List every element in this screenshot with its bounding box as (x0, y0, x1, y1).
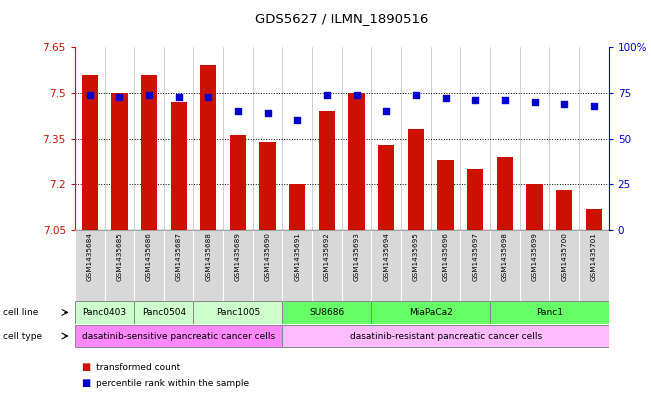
Text: Panc0504: Panc0504 (142, 308, 186, 317)
Bar (319, 111, 335, 230)
Point (233, 108, 243, 114)
Point (173, 94, 184, 100)
Text: MiaPaCa2: MiaPaCa2 (409, 308, 452, 317)
Text: cell type: cell type (3, 332, 42, 340)
Text: GSM1435694: GSM1435694 (383, 232, 389, 281)
Text: GSM1435688: GSM1435688 (205, 232, 212, 281)
Point (352, 92, 362, 98)
Point (292, 117, 303, 123)
Point (500, 97, 510, 103)
Text: GDS5627 / ILMN_1890516: GDS5627 / ILMN_1890516 (255, 12, 428, 25)
Bar (75, 301, 134, 324)
Bar (467, 169, 484, 230)
Point (470, 97, 480, 103)
Text: cell line: cell line (3, 308, 38, 317)
Text: Panc0403: Panc0403 (83, 308, 126, 317)
Bar (556, 190, 572, 230)
Point (203, 94, 214, 100)
Text: GSM1435695: GSM1435695 (413, 232, 419, 281)
Bar (378, 145, 395, 230)
Bar (408, 129, 424, 230)
Text: GSM1435689: GSM1435689 (235, 232, 241, 281)
Text: GSM1435699: GSM1435699 (532, 232, 538, 281)
Bar (283, 301, 372, 324)
Bar (111, 93, 128, 230)
Bar (193, 301, 283, 324)
Point (381, 108, 391, 114)
Bar (134, 301, 193, 324)
Bar (348, 93, 365, 230)
Bar (75, 325, 283, 347)
Text: ■: ■ (81, 362, 90, 373)
Bar (497, 157, 513, 230)
Text: GSM1435701: GSM1435701 (591, 232, 597, 281)
Text: GSM1435685: GSM1435685 (117, 232, 122, 281)
Point (559, 101, 570, 107)
Text: Panc1005: Panc1005 (216, 308, 260, 317)
Bar (437, 160, 454, 230)
Bar (200, 66, 217, 230)
Bar (289, 184, 305, 230)
Bar (490, 301, 609, 324)
Point (440, 95, 450, 101)
Text: GSM1435691: GSM1435691 (294, 232, 300, 281)
Text: GSM1435692: GSM1435692 (324, 232, 330, 281)
Point (529, 99, 540, 105)
Text: GSM1435687: GSM1435687 (176, 232, 182, 281)
Bar (586, 209, 602, 230)
Text: GSM1435700: GSM1435700 (561, 232, 567, 281)
Text: GSM1435697: GSM1435697 (472, 232, 478, 281)
Bar (260, 141, 276, 230)
Bar (283, 325, 609, 347)
Text: GSM1435684: GSM1435684 (87, 232, 92, 281)
Point (85, 92, 95, 98)
Bar (372, 301, 490, 324)
Text: SU8686: SU8686 (309, 308, 344, 317)
Bar (171, 102, 187, 230)
Point (262, 110, 273, 116)
Bar (527, 184, 543, 230)
Text: GSM1435696: GSM1435696 (443, 232, 449, 281)
Text: GSM1435690: GSM1435690 (265, 232, 271, 281)
Point (589, 103, 599, 109)
Text: Panc1: Panc1 (536, 308, 563, 317)
Bar (81, 75, 98, 230)
Point (322, 92, 332, 98)
Point (114, 94, 124, 100)
Text: GSM1435693: GSM1435693 (353, 232, 359, 281)
Bar (230, 136, 246, 230)
Text: ■: ■ (81, 378, 90, 388)
Text: GSM1435686: GSM1435686 (146, 232, 152, 281)
Text: percentile rank within the sample: percentile rank within the sample (96, 379, 249, 387)
Point (144, 92, 154, 98)
Bar (141, 75, 157, 230)
Text: dasatinib-sensitive pancreatic cancer cells: dasatinib-sensitive pancreatic cancer ce… (82, 332, 275, 340)
Text: transformed count: transformed count (96, 363, 180, 372)
Point (411, 92, 421, 98)
Text: dasatinib-resistant pancreatic cancer cells: dasatinib-resistant pancreatic cancer ce… (350, 332, 542, 340)
Text: GSM1435698: GSM1435698 (502, 232, 508, 281)
